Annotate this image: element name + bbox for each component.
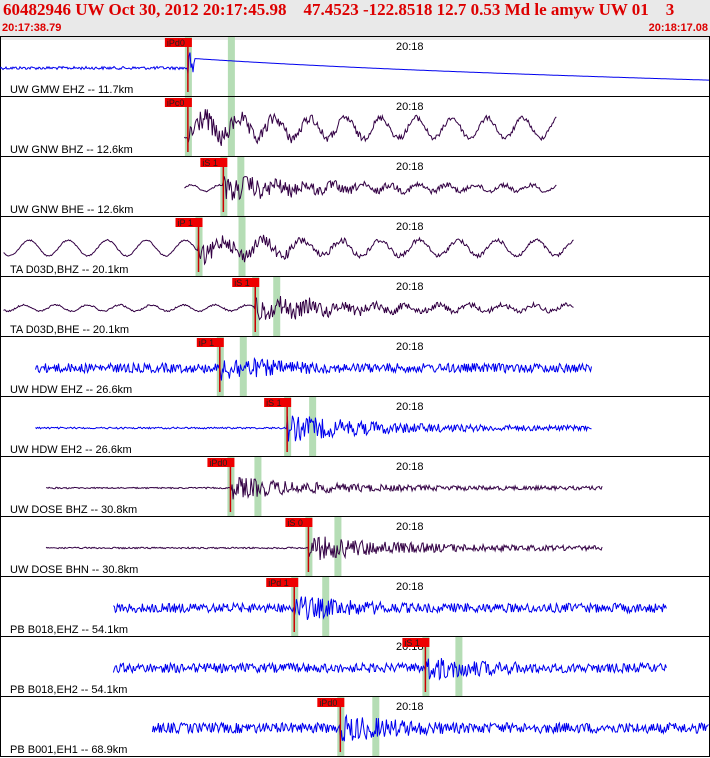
station-label: UW HDW EH2 -- 26.6km: [10, 444, 132, 456]
minute-tick-label: 20:18: [396, 521, 424, 533]
arrival-band: [227, 97, 235, 156]
pick-box: [402, 638, 430, 647]
arrival-band: [322, 577, 330, 636]
arrival-band: [309, 397, 317, 456]
station-label: TA D03D,BHE -- 20.1km: [10, 324, 129, 336]
pick-box: [266, 578, 299, 587]
station-label: UW DOSE BHZ -- 30.8km: [10, 504, 137, 516]
trace-panel: 20:18 iS 1 UW GNW BHE -- 12.6km: [0, 156, 710, 217]
pick-label: iPd0: [319, 698, 337, 708]
seismogram-plot[interactable]: 20:18 iPd0 UW GMW EHZ -- 11.7km 20:18 iPc0 UW…: [0, 36, 710, 758]
pick-box: [264, 398, 292, 407]
pick-box: [285, 518, 313, 527]
waveform-trace: [112, 658, 667, 681]
trace-panel: 20:18 iPd0 UW GMW EHZ -- 11.7km: [0, 36, 710, 97]
waveform-trace: [35, 415, 592, 442]
pick-label: iP 1: [178, 218, 193, 228]
waveform-trace: [35, 356, 592, 381]
trace-panel: 20:18 iPd 1 PB B018,EHZ -- 54.1km: [0, 576, 710, 637]
waveform-trace: [46, 476, 603, 500]
trace-panel: 20:18 iP 1 UW HDW EHZ -- 26.6km: [0, 336, 710, 397]
pick-box: [207, 458, 235, 467]
pick-label: iP 1: [199, 338, 214, 348]
pick-label: iS 1: [234, 278, 250, 288]
waveform-trace: [3, 234, 574, 266]
pick-box: [317, 698, 345, 707]
event-title: 60482946 UW Oct 30, 2012 20:17:45.98 47.…: [3, 0, 675, 19]
pick-label: iS 1: [266, 398, 282, 408]
pick-box: [164, 38, 192, 47]
station-label: UW GMW EHZ -- 11.7km: [10, 84, 133, 96]
arrival-band: [238, 217, 246, 276]
trace-panel: 20:18 iS 1 UW HDW EH2 -- 26.6km: [0, 396, 710, 457]
waveform-trace: [45, 536, 603, 561]
pick-label: iPc0: [167, 98, 185, 108]
pick-box: [200, 158, 228, 167]
pick-label: iS 0: [287, 518, 303, 528]
station-label: UW GNW BHE -- 12.6km: [10, 204, 133, 216]
waveform-trace: [0, 52, 709, 81]
station-label: PB B018,EH2 -- 54.1km: [10, 684, 127, 696]
station-label: PB B001,EH1 -- 68.9km: [10, 744, 127, 756]
start-time: 20:17:38.79: [2, 22, 62, 34]
station-label: UW DOSE BHN -- 30.8km: [10, 564, 138, 576]
arrival-band: [239, 337, 247, 396]
pick-label: iS 1: [404, 638, 420, 648]
trace-panel: 20:18 iS 0 UW DOSE BHN -- 30.8km: [0, 516, 710, 577]
waveform-trace: [151, 713, 709, 743]
minute-tick-label: 20:18: [396, 701, 424, 713]
pick-box: [232, 278, 260, 287]
pick-label: iPd0: [209, 458, 227, 468]
end-time: 20:18:17.08: [648, 22, 708, 34]
trace-panel: 20:18 iPc0 UW GNW BHZ -- 12.6km: [0, 96, 710, 157]
minute-tick-label: 20:18: [396, 281, 424, 293]
minute-tick-label: 20:18: [396, 581, 424, 593]
waveform-trace: [3, 295, 574, 321]
pick-label: iS 1: [202, 158, 218, 168]
trace-panel: 20:18 iS 1 TA D03D,BHE -- 20.1km: [0, 276, 710, 337]
header-bar: 60482946 UW Oct 30, 2012 20:17:45.98 47.…: [0, 0, 710, 40]
waveform-trace: [183, 109, 557, 147]
minute-tick-label: 20:18: [396, 41, 424, 53]
arrival-band: [334, 517, 342, 576]
station-label: TA D03D,BHZ -- 20.1km: [10, 264, 128, 276]
station-label: UW GNW BHZ -- 12.6km: [10, 144, 133, 156]
minute-tick-label: 20:18: [396, 101, 424, 113]
station-label: PB B018,EHZ -- 54.1km: [10, 624, 128, 636]
pick-label: iPd 1: [268, 578, 289, 588]
waveform-trace: [113, 596, 667, 620]
arrival-band: [227, 37, 235, 96]
trace-panel: 20:18 iPd0 PB B001,EH1 -- 68.9km: [0, 696, 710, 757]
pick-box: [164, 98, 192, 107]
minute-tick-label: 20:18: [396, 221, 424, 233]
arrival-band: [273, 277, 281, 336]
station-label: UW HDW EHZ -- 26.6km: [10, 384, 132, 396]
minute-tick-label: 20:18: [396, 341, 424, 353]
trace-panel: 20:18 iP 1 TA D03D,BHZ -- 20.1km: [0, 216, 710, 277]
minute-tick-label: 20:18: [396, 461, 424, 473]
waveform-trace: [184, 176, 557, 201]
minute-tick-label: 20:18: [396, 401, 424, 413]
pick-label: iPd0: [167, 38, 185, 48]
arrival-band: [237, 157, 245, 216]
pick-box: [196, 338, 224, 347]
trace-panel: 20:18 iPd0 UW DOSE BHZ -- 30.8km: [0, 456, 710, 517]
minute-tick-label: 20:18: [396, 161, 424, 173]
pick-box: [175, 218, 203, 227]
